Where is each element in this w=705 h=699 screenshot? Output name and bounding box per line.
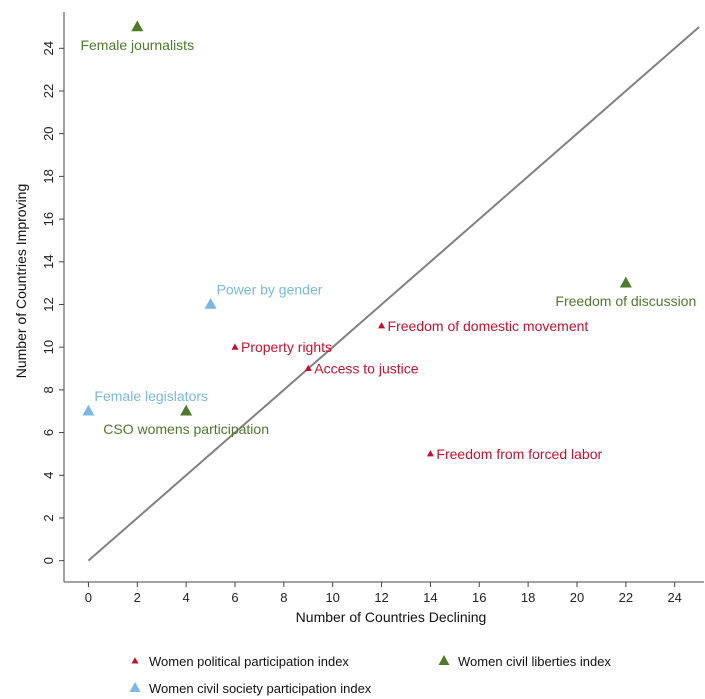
legend-label: Women political participation index: [149, 654, 349, 669]
y-tick-label: 20: [41, 126, 56, 140]
point-label: Property rights: [241, 339, 332, 355]
reference-line-group: [87, 26, 700, 562]
legend-label: Women civil society participation index: [149, 681, 372, 696]
point-marker: [426, 450, 434, 457]
y-axis-title: Number of Countries Improving: [13, 184, 29, 379]
x-tick-label: 6: [231, 590, 238, 605]
x-tick-label: 22: [619, 590, 633, 605]
y-tick-label: 10: [41, 340, 56, 354]
point-marker: [231, 343, 239, 350]
x-tick-label: 20: [570, 590, 584, 605]
point-marker: [378, 322, 386, 329]
x-tick-label: 8: [280, 590, 287, 605]
point-marker: [619, 276, 632, 288]
x-tick-label: 2: [134, 590, 141, 605]
y-tick-label: 22: [41, 84, 56, 98]
point-marker: [204, 297, 217, 309]
y-tick-label: 8: [41, 386, 56, 393]
legend-marker: [438, 655, 450, 665]
point-marker: [304, 364, 312, 372]
x-tick-label: 16: [472, 590, 486, 605]
y-tick-label: 6: [41, 429, 56, 436]
reference-line: [87, 26, 700, 562]
x-tick-label: 4: [183, 590, 190, 605]
data-points: Property rights Access to justice Freedom …: [80, 20, 696, 462]
x-tick-label: 24: [667, 590, 681, 605]
point-marker: [82, 404, 95, 416]
x-tick-label: 10: [325, 590, 339, 605]
axes: 0 2 4 6 8 10 12 14 16 18 20 22 240246810121416182022…: [41, 12, 704, 605]
x-tick-label: 0: [85, 590, 92, 605]
y-tick-label: 0: [41, 557, 56, 564]
y-tick-label: 4: [41, 472, 56, 479]
y-tick-label: 16: [41, 212, 56, 226]
y-tick-label: 2: [41, 514, 56, 521]
point-label: Freedom of domestic movement: [388, 318, 589, 334]
x-tick-label: 14: [423, 590, 437, 605]
x-axis-title: Number of Countries Declining: [296, 609, 487, 625]
point-label: CSO womens participation: [103, 421, 269, 437]
x-tick-label: 12: [374, 590, 388, 605]
point-label: Access to justice: [314, 361, 418, 377]
point-label: Female journalists: [80, 37, 194, 53]
point-label: Freedom of discussion: [555, 293, 696, 309]
point-marker: [180, 404, 193, 416]
legend-marker: [129, 682, 141, 692]
legend-label: Women civil liberties index: [458, 654, 611, 669]
legend: Women political participation index Women…: [129, 654, 611, 696]
y-tick-label: 12: [41, 297, 56, 311]
y-tick-label: 14: [41, 255, 56, 269]
y-tick-label: 24: [41, 41, 56, 55]
x-tick-label: 18: [521, 590, 535, 605]
point-label: Power by gender: [217, 281, 323, 297]
point-marker: [131, 20, 144, 32]
point-label: Female legislators: [94, 388, 208, 404]
plot-area: [64, 12, 704, 582]
point-label: Freedom from forced labor: [436, 446, 602, 462]
legend-marker: [131, 657, 139, 664]
y-tick-label: 18: [41, 169, 56, 183]
